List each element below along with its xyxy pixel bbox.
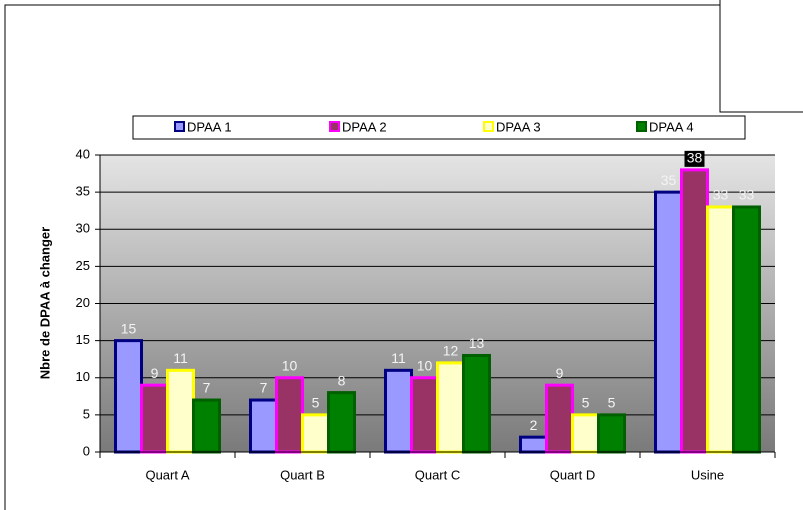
data-label: 8 bbox=[338, 372, 346, 388]
bar bbox=[114, 339, 143, 454]
data-label: 33 bbox=[739, 187, 755, 203]
data-label: 9 bbox=[556, 365, 564, 381]
bar bbox=[519, 435, 548, 454]
x-tick-label: Quart C bbox=[415, 467, 461, 482]
y-tick-label: 25 bbox=[76, 258, 90, 273]
legend-label: DPAA 1 bbox=[187, 119, 232, 134]
y-tick-label: 5 bbox=[83, 406, 90, 421]
y-tick-label: 40 bbox=[76, 146, 90, 161]
y-tick-label: 20 bbox=[76, 295, 90, 310]
legend-swatch bbox=[636, 121, 647, 132]
bar bbox=[192, 398, 221, 454]
data-label: 38 bbox=[687, 150, 703, 166]
frame bbox=[4, 4, 720, 510]
bar bbox=[462, 353, 491, 454]
bar bbox=[384, 368, 413, 454]
data-label: 9 bbox=[151, 365, 159, 381]
data-label: 5 bbox=[582, 395, 590, 411]
bar bbox=[706, 205, 735, 454]
data-label: 13 bbox=[469, 335, 485, 351]
y-axis-label: Nbre de DPAA à changer bbox=[37, 227, 52, 379]
legend-label: DPAA 3 bbox=[496, 119, 541, 134]
frame-box bbox=[719, 0, 803, 113]
y-tick-label: 15 bbox=[76, 332, 90, 347]
y-tick-label: 0 bbox=[83, 443, 90, 458]
x-tick-label: Quart A bbox=[145, 467, 189, 482]
y-tick-label: 30 bbox=[76, 221, 90, 236]
x-tick-label: Quart D bbox=[550, 467, 596, 482]
data-label: 33 bbox=[713, 187, 729, 203]
legend-swatch bbox=[174, 121, 185, 132]
bar bbox=[327, 391, 356, 454]
data-label: 5 bbox=[312, 395, 320, 411]
bar bbox=[275, 376, 304, 454]
bar bbox=[249, 398, 278, 454]
legend-label: DPAA 4 bbox=[649, 119, 694, 134]
data-label: 10 bbox=[282, 357, 298, 373]
bar bbox=[410, 376, 439, 454]
bar bbox=[545, 383, 574, 454]
data-label: 5 bbox=[608, 395, 616, 411]
x-tick-label: Usine bbox=[691, 467, 724, 482]
bar bbox=[301, 413, 330, 454]
legend-swatch bbox=[483, 121, 494, 132]
y-tick-label: 10 bbox=[76, 369, 90, 384]
bar bbox=[597, 413, 626, 454]
data-label: 10 bbox=[417, 357, 433, 373]
data-label: 35 bbox=[661, 172, 677, 188]
data-label: 7 bbox=[260, 380, 268, 396]
legend-swatch bbox=[329, 121, 340, 132]
data-label: 11 bbox=[391, 350, 406, 366]
legend-label: DPAA 2 bbox=[342, 119, 387, 134]
data-label: 15 bbox=[121, 320, 137, 336]
bar bbox=[571, 413, 600, 454]
bar bbox=[140, 383, 169, 454]
legend bbox=[132, 115, 746, 140]
label-bg bbox=[684, 150, 705, 167]
bar bbox=[680, 168, 709, 454]
bar bbox=[654, 190, 683, 454]
data-label: 11 bbox=[173, 350, 188, 366]
y-tick-label: 35 bbox=[76, 184, 90, 199]
x-tick-label: Quart B bbox=[280, 467, 325, 482]
data-label: 12 bbox=[443, 343, 459, 359]
bar bbox=[436, 361, 465, 454]
bar bbox=[732, 205, 761, 454]
data-label: 7 bbox=[203, 380, 211, 396]
bar bbox=[166, 368, 195, 454]
data-label: 2 bbox=[530, 417, 538, 433]
